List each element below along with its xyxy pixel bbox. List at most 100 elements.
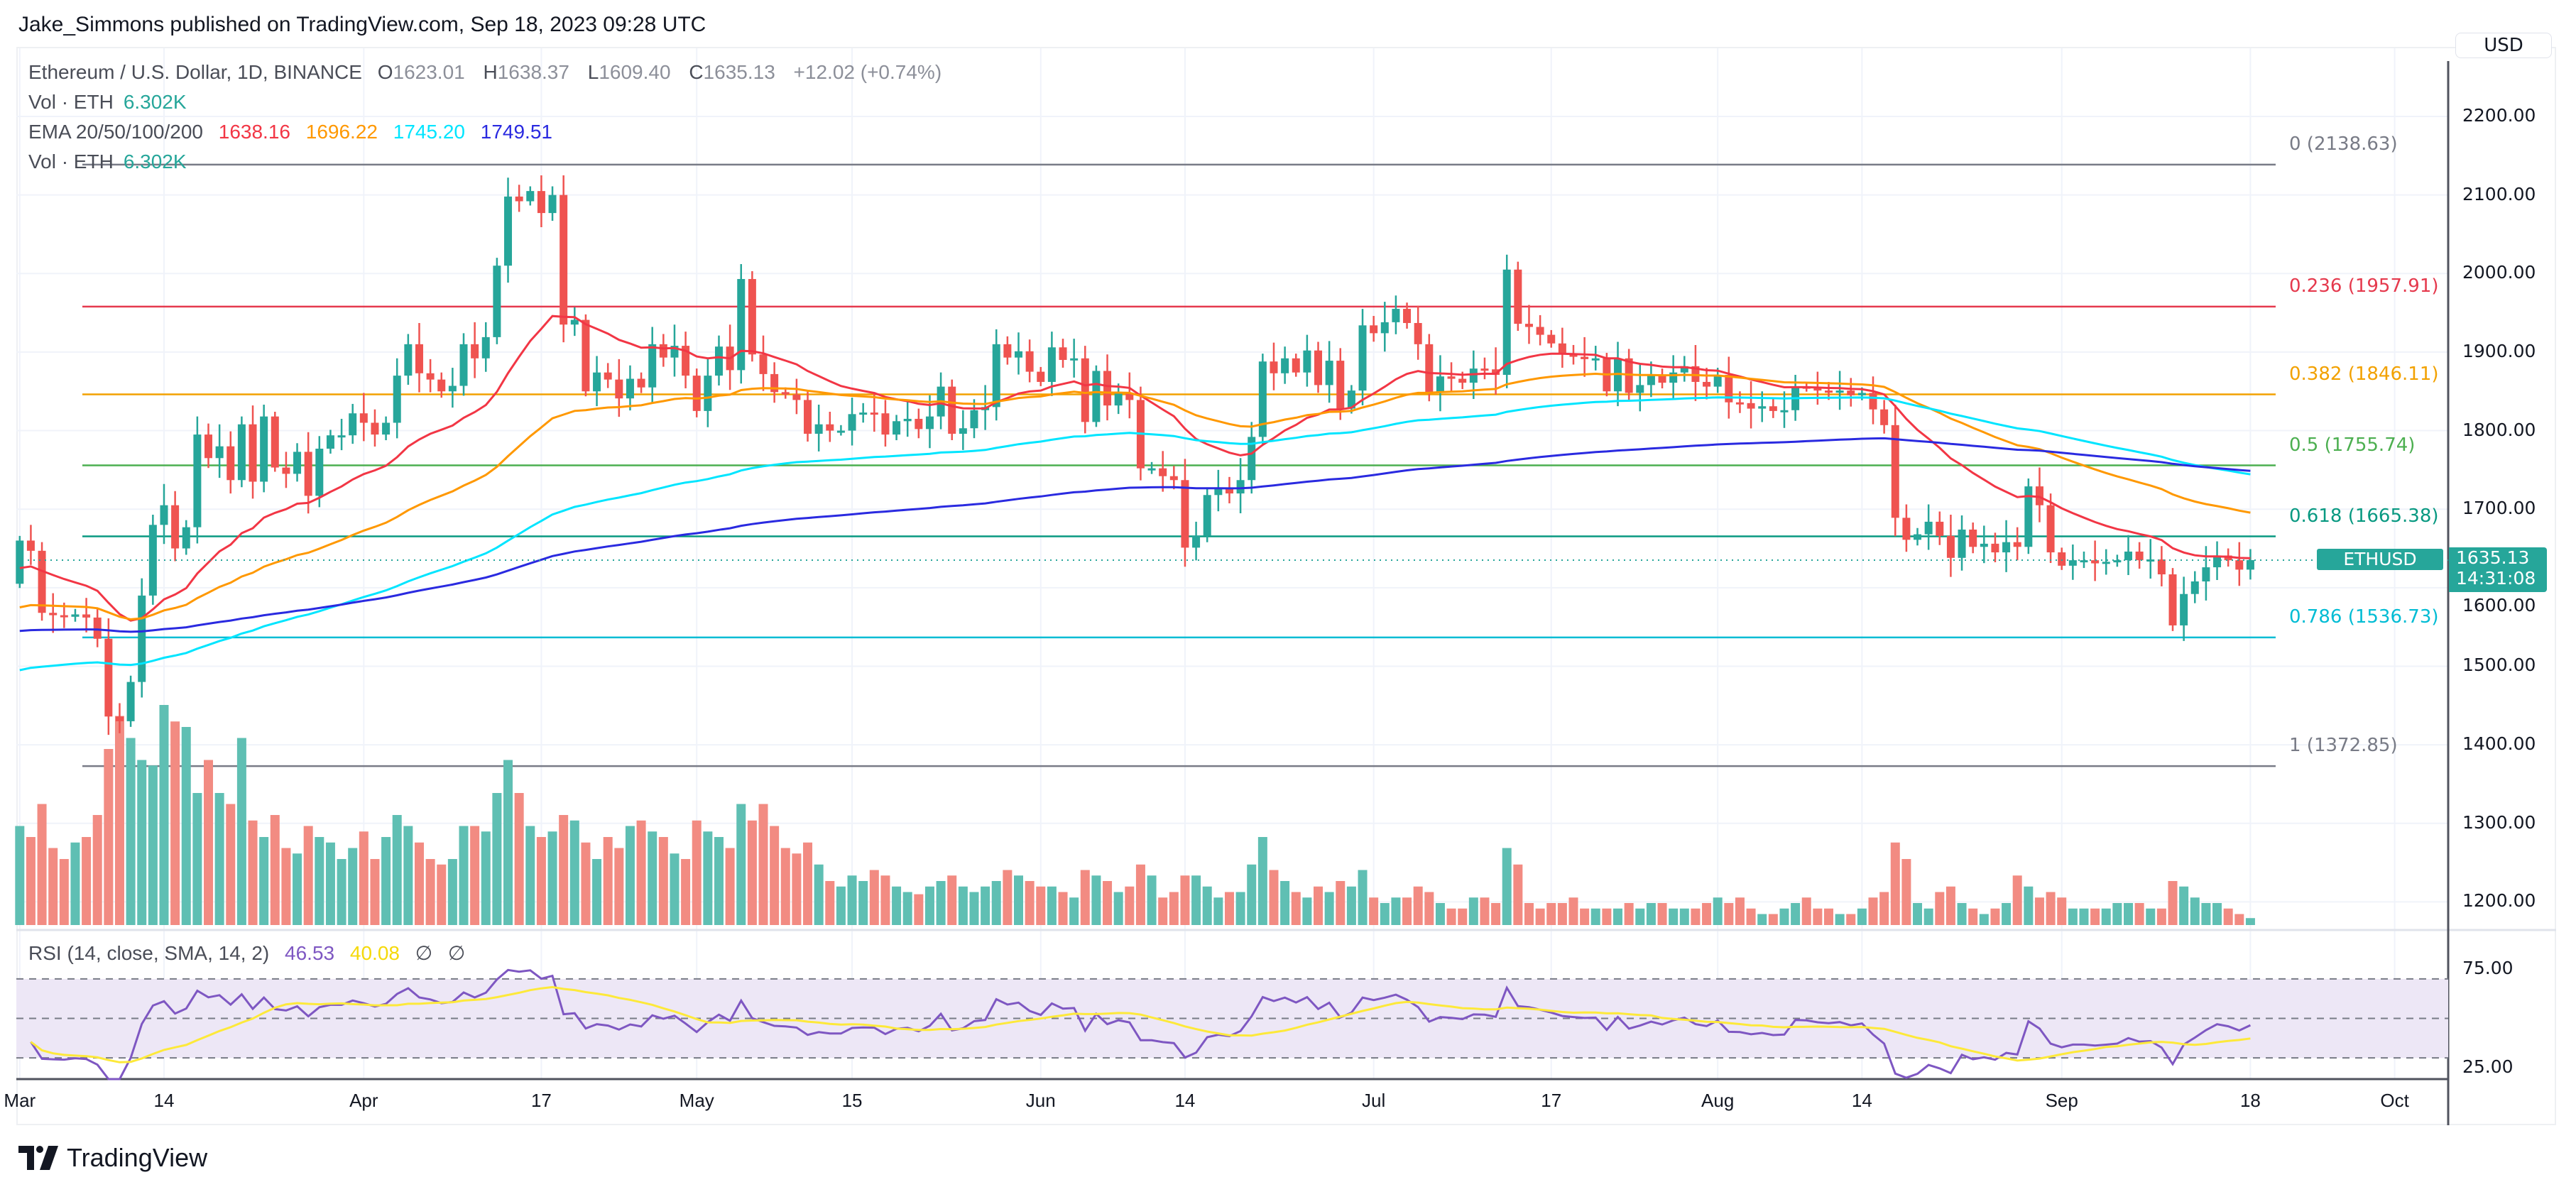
price-tick-label: 1800.00 xyxy=(2462,419,2536,440)
candle-body xyxy=(2024,486,2033,547)
last-price-value: 1635.13 xyxy=(2456,547,2530,568)
volume-bar xyxy=(1435,903,1445,925)
time-tick-label: 17 xyxy=(530,1090,552,1111)
volume-bar xyxy=(625,826,635,925)
volume-bar xyxy=(2245,918,2255,925)
candle-body xyxy=(1492,369,1500,376)
candle-body xyxy=(2135,551,2144,561)
volume-bar xyxy=(414,842,424,925)
volume-bar xyxy=(1058,892,1068,925)
volume-bar xyxy=(248,820,258,925)
volume-bar xyxy=(315,837,324,925)
volume-bar xyxy=(1480,897,1490,925)
volume-bar xyxy=(581,842,591,925)
candle-body xyxy=(1469,368,1478,383)
ema-50-line xyxy=(19,372,2251,620)
candle-body xyxy=(814,424,823,434)
volume-bar xyxy=(1502,848,1512,925)
candle-body xyxy=(893,421,901,435)
candle-body xyxy=(1524,324,1533,327)
volume-bar xyxy=(1358,870,1368,925)
candle-body xyxy=(126,682,135,721)
candle-body xyxy=(71,614,80,617)
volume-bar xyxy=(703,831,713,925)
volume-bar xyxy=(1346,886,1356,925)
candle-body xyxy=(237,424,246,481)
candle-body xyxy=(1358,325,1367,391)
volume-bar xyxy=(1580,908,1590,925)
volume-bar xyxy=(1391,897,1401,925)
volume-bar xyxy=(226,804,236,925)
volume-bar xyxy=(1857,908,1867,925)
volume-bar xyxy=(2034,897,2044,925)
volume-bar xyxy=(1324,892,1334,925)
time-tick-label: 18 xyxy=(2239,1090,2261,1111)
candle-body xyxy=(648,344,657,388)
candle-body xyxy=(26,540,35,551)
currency-button[interactable]: USD xyxy=(2455,33,2552,58)
volume-bar xyxy=(37,804,47,925)
ema-legend[interactable]: EMA 20/50/100/200 1638.16 1696.22 1745.2… xyxy=(28,121,562,143)
candle-body xyxy=(1703,381,1711,387)
time-tick-label: Sep xyxy=(2045,1090,2078,1111)
candle-body xyxy=(2058,552,2066,566)
volume-bar xyxy=(1990,908,2000,925)
volume-bar xyxy=(1713,897,1723,925)
candle-body xyxy=(1591,358,1600,361)
volume-bar xyxy=(2046,892,2056,925)
time-tick-label: Oct xyxy=(2380,1090,2409,1111)
volume-bar xyxy=(82,837,92,925)
volume-bar xyxy=(1679,908,1689,925)
volume-bar xyxy=(170,721,180,925)
volume-value: 6.302K xyxy=(123,91,187,113)
time-tick-label: Apr xyxy=(349,1090,378,1111)
tradingview-logo[interactable]: TradingView xyxy=(18,1143,207,1173)
rsi-legend[interactable]: RSI (14, close, SMA, 14, 2) 46.53 40.08 … xyxy=(28,941,475,965)
candle-body xyxy=(670,346,679,358)
volume-bar xyxy=(747,820,757,925)
candle-body xyxy=(1336,361,1345,409)
candle-body xyxy=(315,449,324,496)
price-tick-label: 1200.00 xyxy=(2462,890,2536,912)
candle-body xyxy=(1747,403,1755,409)
volume-bar xyxy=(270,815,280,925)
volume-bar xyxy=(2212,903,2222,925)
volume-bar xyxy=(1602,908,1612,925)
candle-body xyxy=(1936,521,1944,536)
volume-bar xyxy=(1979,914,1989,925)
candle-body xyxy=(293,452,302,474)
candle-body xyxy=(1047,347,1056,382)
candle-body xyxy=(2113,560,2122,563)
candle-body xyxy=(1281,358,1289,373)
volume-legend-2[interactable]: Vol · ETH 6.302K xyxy=(28,151,197,173)
candle-body xyxy=(2157,559,2166,575)
candle-body xyxy=(1946,535,1955,558)
candle-body xyxy=(1558,343,1566,354)
volume-bar xyxy=(2168,881,2178,925)
volume-bar xyxy=(2057,897,2067,925)
candle-body xyxy=(526,191,535,202)
volume-bar xyxy=(1224,892,1234,925)
candle-body xyxy=(1969,529,1977,547)
volume-bar xyxy=(1402,897,1412,925)
volume-label-2: Vol · ETH xyxy=(28,151,114,173)
volume-bar xyxy=(2090,908,2100,925)
volume-bar xyxy=(92,815,102,925)
volume-bar xyxy=(1202,886,1212,925)
volume-bar xyxy=(1003,870,1013,925)
volume-bar xyxy=(736,804,746,925)
volume-legend[interactable]: Vol · ETH 6.302K xyxy=(28,91,197,114)
volume-bar xyxy=(1269,870,1279,925)
candle-body xyxy=(371,422,379,435)
candle-body xyxy=(1380,322,1389,334)
candle-body xyxy=(1248,437,1256,481)
candle-body xyxy=(337,435,346,438)
rsi-tick-label: 25.00 xyxy=(2462,1056,2514,1077)
volume-bar xyxy=(1091,875,1101,925)
candle-body xyxy=(1392,309,1400,322)
candle-body xyxy=(1059,347,1067,360)
symbol-title[interactable]: Ethereum / U.S. Dollar, 1D, BINANCE xyxy=(28,61,362,83)
ema-label: EMA 20/50/100/200 xyxy=(28,121,203,143)
volume-bar xyxy=(614,848,624,925)
